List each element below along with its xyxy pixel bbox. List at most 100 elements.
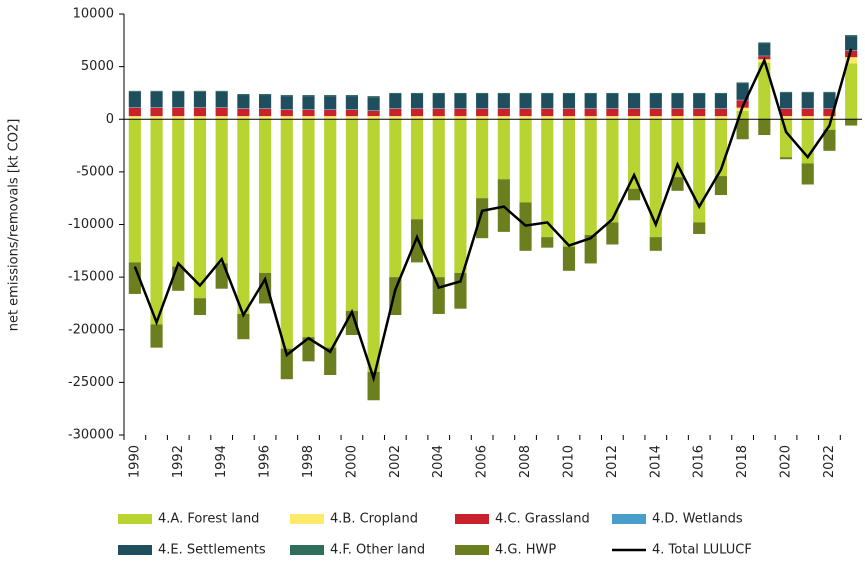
x-tick-label: 1990 [127, 445, 142, 478]
bar-segment [801, 92, 814, 109]
bar-segment [410, 108, 424, 109]
bar-segment [497, 116, 510, 120]
bar-segment [432, 108, 445, 109]
x-tick-label: 2008 [518, 445, 533, 478]
bar-segment [714, 108, 727, 109]
x-tick-label: 2000 [344, 445, 359, 478]
bar-segment [541, 108, 554, 117]
bar-segment [779, 92, 793, 109]
bar-segment [779, 108, 793, 117]
bar-segment [779, 108, 793, 109]
bar-segment [302, 95, 315, 97]
x-tick-label: 2014 [648, 445, 663, 478]
bar-segment [693, 92, 706, 94]
bar-segment [150, 107, 163, 117]
bar-segment [128, 262, 141, 294]
bar-segment [845, 119, 858, 126]
bar-segment [801, 163, 814, 185]
bar-segment [150, 91, 163, 108]
bar-segment [714, 116, 727, 120]
bar-segment [193, 116, 207, 120]
bar-segment [432, 108, 445, 117]
bar-segment [476, 92, 489, 94]
bar-segment [823, 108, 836, 117]
bar-segment [432, 116, 445, 120]
bar-segment [606, 222, 619, 245]
y-tick-label: -15000 [68, 270, 114, 285]
bar-segment [584, 92, 597, 94]
bar-segment [562, 108, 576, 117]
bar-segment [693, 116, 706, 120]
bar-segment [801, 116, 814, 120]
x-tick-label: 2006 [475, 445, 490, 478]
bar-segment [150, 90, 163, 92]
bar-segment [215, 90, 228, 92]
x-tick-label: 2022 [822, 445, 837, 478]
bar-segment [302, 109, 315, 117]
bar-segment [324, 119, 337, 348]
bar-segment [302, 96, 315, 110]
bar-segment [584, 116, 597, 120]
bar-segment [671, 177, 684, 191]
bar-segment [476, 108, 489, 117]
bar-segment [671, 108, 684, 109]
legend-label: 4.E. Settlements [158, 543, 266, 558]
bar-segment [410, 108, 424, 117]
bar-segment [150, 119, 163, 325]
bar-segment [280, 119, 293, 349]
bar-segment [128, 107, 141, 117]
bar-segment [172, 119, 185, 267]
bar-segment [519, 108, 532, 109]
x-tick-label: 2004 [431, 445, 446, 478]
bar-segment [172, 266, 185, 291]
bar-segment [562, 93, 576, 109]
bar-segment [389, 108, 402, 109]
bar-segment [128, 119, 141, 263]
bar-segment [693, 222, 706, 234]
bar-segment [671, 92, 684, 94]
bar-segment [649, 119, 662, 238]
legend-swatch [290, 545, 324, 555]
bar-segment [259, 108, 272, 109]
bar-segment [259, 93, 272, 96]
bar-segment [128, 90, 141, 92]
bar-segment [237, 116, 250, 120]
legend-swatch [455, 545, 489, 555]
x-tick-label: 2020 [779, 445, 794, 478]
bar-segment [215, 91, 228, 108]
legend-label: 4.G. HWP [495, 543, 556, 558]
bar-segment [367, 110, 380, 111]
y-tick-label: -25000 [68, 375, 114, 390]
bar-segment [693, 119, 706, 223]
bar-segment [432, 93, 445, 109]
bar-segment [389, 116, 402, 120]
y-tick-label: 10000 [73, 7, 114, 22]
bar-segment [302, 119, 315, 338]
legend-swatch [455, 514, 489, 524]
bar-segment [172, 107, 185, 117]
x-tick-label: 2010 [561, 445, 576, 478]
bar-segment [259, 272, 272, 304]
bar-segment [193, 90, 207, 92]
bar-segment [801, 91, 814, 93]
bar-segment [736, 83, 749, 100]
bar-segment [389, 108, 402, 117]
bar-segment [823, 108, 836, 109]
legend-label: 4.C. Grassland [495, 512, 590, 527]
y-tick-label: -30000 [68, 428, 114, 443]
y-tick-label: -10000 [68, 217, 114, 232]
bar-segment [606, 93, 619, 109]
bar-segment [193, 107, 207, 117]
bar-segment [606, 116, 619, 120]
bar-segment [432, 277, 445, 314]
bar-segment [302, 116, 315, 120]
bar-segment [562, 92, 576, 94]
bar-segment [476, 198, 489, 239]
bar-segment [476, 119, 489, 199]
bar-segment [476, 116, 489, 120]
x-tick-label: 1992 [171, 445, 186, 478]
bar-segment [649, 108, 662, 117]
y-axis-label: net emissions/removals [kt CO2] [7, 119, 22, 332]
bar-segment [628, 188, 641, 201]
bar-segment [432, 119, 445, 278]
